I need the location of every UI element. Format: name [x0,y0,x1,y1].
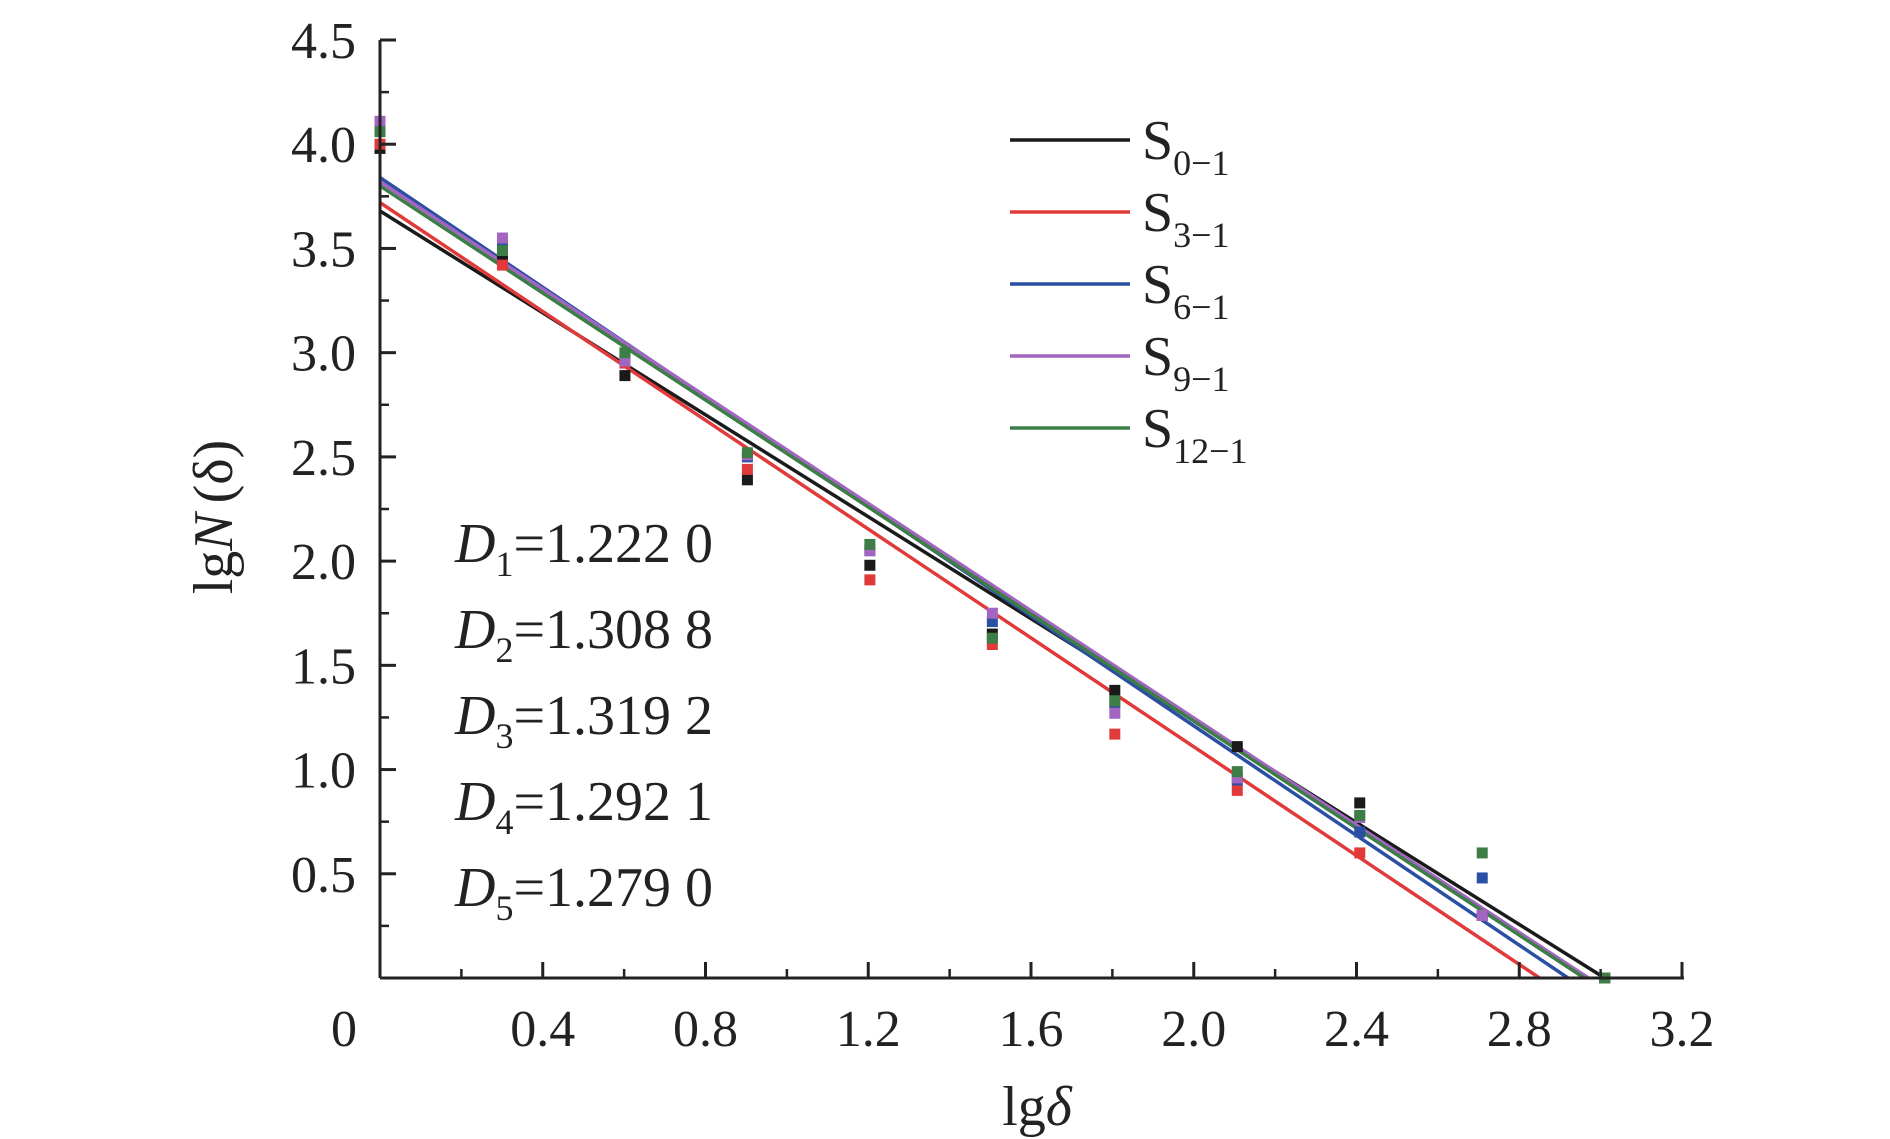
fit-lines [379,176,1606,980]
fit-line-12−1 [379,184,1586,980]
data-point [496,253,508,265]
y-tick-label: 0.5 [291,847,356,904]
data-point [1109,707,1121,719]
legend-item: S12−1 [1010,398,1247,471]
fit-line-3−1 [379,201,1541,980]
x-ticks: 0.4 0.8 1.2 1.6 2.0 2.4 2.8 3.2 [460,962,1715,1058]
fit-line-9−1 [379,180,1590,980]
y-tick-label: 2.0 [291,534,356,591]
y-axis-title: lgN (δ) [183,440,245,595]
data-point [1354,797,1366,809]
data-point [1231,766,1243,778]
legend-item: S3−1 [1010,182,1229,255]
data-point [741,463,753,475]
data-point [496,245,508,257]
x-axis-title-base: lg [1002,1076,1046,1138]
data-point [864,538,876,550]
y-tick-label: 3.0 [291,326,356,383]
dimension-label: D1=1.222 0 [454,513,713,584]
dimension-label: D2=1.308 8 [454,599,713,670]
legend-label: S6−1 [1142,254,1229,327]
y-ticks: 0.5 1.0 1.5 2.0 2.5 3.0 3.5 4.0 4.5 [291,13,396,928]
data-point [1109,684,1121,696]
data-point [1354,826,1366,838]
data-point [741,474,753,486]
data-point [619,347,631,359]
x-tick-label: 0.4 [510,1001,575,1058]
data-point [1476,872,1488,884]
data-point [619,355,631,367]
origin-label: 0 [331,1001,357,1058]
x-tick-label: 0.8 [673,1001,738,1058]
data-point [864,545,876,557]
y-tick-label: 1.0 [291,743,356,800]
dimension-label: D3=1.319 2 [454,685,713,756]
data-point [1231,772,1243,784]
data-point [1109,728,1121,740]
legend-label: S9−1 [1142,326,1229,399]
data-point [496,259,508,271]
data-point [986,632,998,644]
data-point [986,638,998,650]
legend-item: S9−1 [1010,326,1229,399]
y-axis-title-base: lg [183,551,245,595]
x-tick-label: 2.4 [1324,1001,1389,1058]
x-tick-label: 2.0 [1161,1001,1226,1058]
data-point [864,559,876,571]
data-point [1354,809,1366,821]
data-point [1231,741,1243,753]
legend-label: S0−1 [1142,110,1229,183]
data-point [496,238,508,250]
x-axis-title-var: δ [1046,1076,1073,1138]
data-point [1476,847,1488,859]
y-tick-label: 4.0 [291,117,356,174]
data-point [1476,909,1488,921]
y-tick-label: 3.5 [291,221,356,278]
data-point [986,616,998,628]
dimension-annotations: D1=1.222 0 D2=1.308 8 D3=1.319 2 D4=1.292 1… [454,513,713,928]
x-axis-title: lgδ [1002,1076,1073,1138]
x-tick-label: 1.6 [999,1001,1064,1058]
legend-item: S0−1 [1010,110,1229,183]
y-axis-title-var: N [183,511,245,552]
data-point [619,370,631,382]
legend-label: S3−1 [1142,182,1229,255]
data-point [496,232,508,244]
data-point [741,447,753,459]
data-point [1231,784,1243,796]
y-axis-title-arg: (δ) [183,440,245,504]
data-point [1109,695,1121,707]
dimension-label: D5=1.279 0 [454,857,713,928]
x-tick-label: 1.2 [836,1001,901,1058]
x-tick-label: 3.2 [1650,1001,1715,1058]
y-tick-label: 4.5 [291,13,356,70]
data-point [986,607,998,619]
legend-label: S12−1 [1142,398,1247,471]
data-point [864,574,876,586]
dimension-label: D4=1.292 1 [454,771,713,842]
axes [378,40,1684,980]
y-tick-label: 2.5 [291,430,356,487]
y-tick-label: 1.5 [291,638,356,695]
legend-item: S6−1 [1010,254,1229,327]
data-point [1354,847,1366,859]
x-tick-label: 2.8 [1487,1001,1552,1058]
